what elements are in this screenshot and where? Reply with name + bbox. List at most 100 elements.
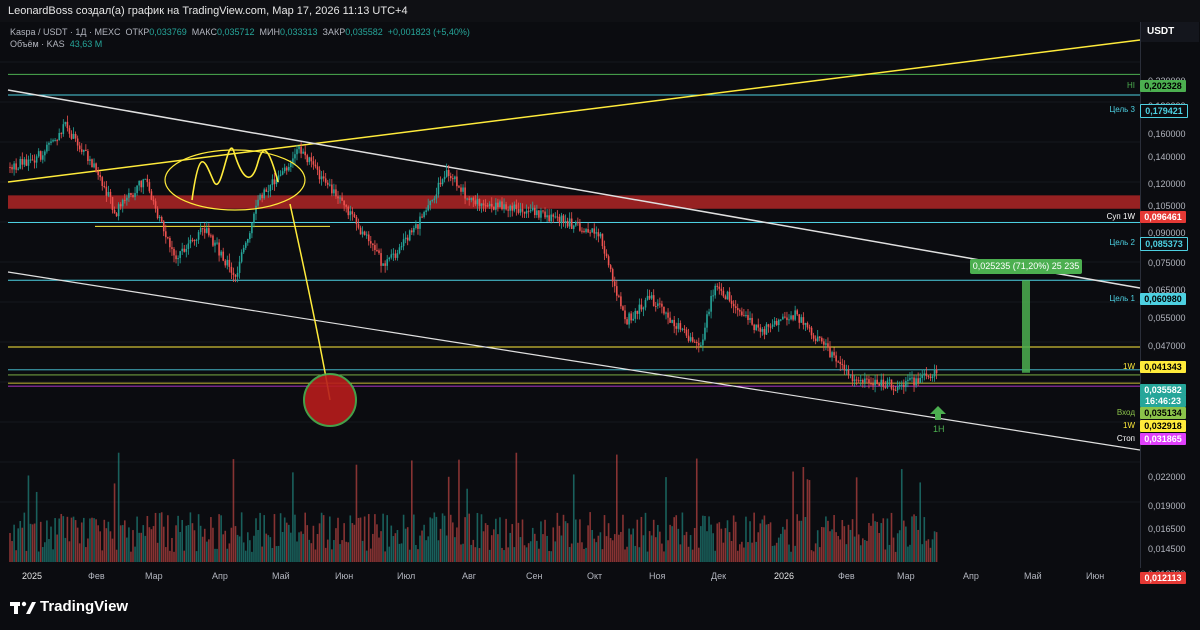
volume-bar	[121, 525, 124, 562]
candle-body	[249, 233, 251, 239]
candle-body	[529, 210, 532, 212]
volume-bar	[638, 547, 641, 562]
price-label: 0,096461	[1140, 211, 1186, 223]
volume-bar	[753, 512, 755, 562]
volume-bar	[499, 517, 501, 562]
volume-bar	[628, 528, 630, 562]
volume-bar	[577, 542, 579, 562]
volume-bar	[398, 543, 401, 562]
volume-bar	[511, 524, 514, 562]
volume-bar	[31, 524, 34, 562]
candle-body	[423, 211, 425, 218]
volume-bar	[357, 517, 360, 562]
volume-bar	[343, 523, 345, 562]
volume-bar	[745, 516, 747, 562]
candle-body	[247, 238, 249, 243]
candle-body	[855, 379, 858, 381]
candle-body	[468, 198, 470, 200]
price-chart-canvas[interactable]: 1H	[0, 22, 1141, 568]
symbol-name[interactable]: Kaspa / USDT · 1Д · MEXC	[10, 27, 121, 37]
candle-body	[751, 317, 753, 325]
candle-body	[165, 231, 167, 238]
volume-bar	[726, 520, 729, 562]
candle-body	[148, 182, 151, 192]
candle-body	[601, 233, 604, 247]
volume-bar	[419, 535, 421, 562]
candle-body	[611, 269, 614, 282]
volume-bar	[29, 523, 32, 562]
volume-bar	[929, 547, 932, 562]
volume-bar	[800, 520, 803, 562]
candle-body	[503, 204, 505, 210]
candle-body	[913, 377, 915, 386]
time-label: Май	[1024, 571, 1042, 581]
volume-bar	[326, 539, 329, 562]
candle-body	[747, 315, 749, 321]
candle-body	[296, 149, 298, 155]
candle-body	[105, 186, 108, 196]
candle-body	[657, 303, 659, 307]
candle-body	[460, 187, 462, 192]
volume-bar	[548, 550, 550, 562]
volume-bar	[316, 533, 319, 562]
candle-body	[361, 231, 364, 235]
volume-bar	[648, 531, 651, 562]
candle-body	[870, 383, 872, 385]
chart-area[interactable]: 1H	[0, 22, 1141, 568]
candle-body	[761, 329, 764, 332]
candle-body	[70, 133, 73, 139]
volume-bar	[864, 539, 866, 562]
candle-body	[706, 314, 708, 328]
candle-body	[794, 310, 796, 320]
volume-bar	[808, 480, 811, 562]
candle-body	[765, 324, 768, 335]
candle-body	[644, 299, 647, 308]
volume-bar	[796, 514, 798, 562]
candle-body	[240, 252, 243, 262]
candle-body	[66, 121, 69, 129]
price-label: 0,085373	[1140, 237, 1188, 251]
volume-bar	[907, 546, 909, 562]
volume-bar	[622, 514, 624, 562]
volume-bar	[203, 528, 206, 562]
candle-body	[757, 324, 760, 328]
volume-bar	[663, 551, 665, 562]
volume-bar	[443, 515, 446, 562]
candle-body	[445, 170, 448, 177]
price-tick: 0,047000	[1148, 341, 1186, 351]
candle-body	[818, 336, 821, 338]
candle-body	[575, 222, 577, 226]
volume-bar	[734, 521, 737, 562]
candle-body	[886, 380, 889, 388]
time-axis[interactable]: 2025 Фев Мар Апр Май Июн Июл Авг Сен Окт Ноя Дек 202…	[0, 568, 1140, 586]
volume-bar	[456, 527, 458, 562]
volume-bar	[322, 515, 325, 562]
volume-bar	[156, 542, 159, 562]
candle-body	[117, 204, 120, 217]
candle-body	[810, 327, 813, 336]
timeframe-marker: 1H	[933, 424, 945, 434]
candle-body	[583, 231, 585, 233]
candle-body	[115, 213, 118, 217]
candle-body	[425, 210, 427, 212]
candle-body	[126, 197, 128, 201]
time-label: Фев	[88, 571, 105, 581]
currency-label[interactable]: USDT	[1141, 22, 1199, 42]
price-label: 0,060980	[1140, 293, 1186, 305]
candle-body	[290, 163, 292, 167]
candle-body	[160, 217, 163, 222]
candle-body	[255, 205, 257, 214]
candle-body	[177, 257, 179, 260]
volume-label[interactable]: Объём · KAS	[10, 39, 65, 49]
volume-bar	[169, 550, 171, 562]
candle-body	[35, 156, 38, 163]
volume-bar	[720, 528, 723, 562]
volume-bar	[273, 514, 276, 562]
volume-bar	[669, 524, 671, 562]
volume-bar	[386, 515, 388, 562]
volume-bar	[425, 540, 427, 562]
candle-body	[648, 295, 651, 299]
candle-body	[470, 197, 473, 200]
volume-bar	[534, 533, 536, 562]
volume-bar	[898, 530, 901, 562]
